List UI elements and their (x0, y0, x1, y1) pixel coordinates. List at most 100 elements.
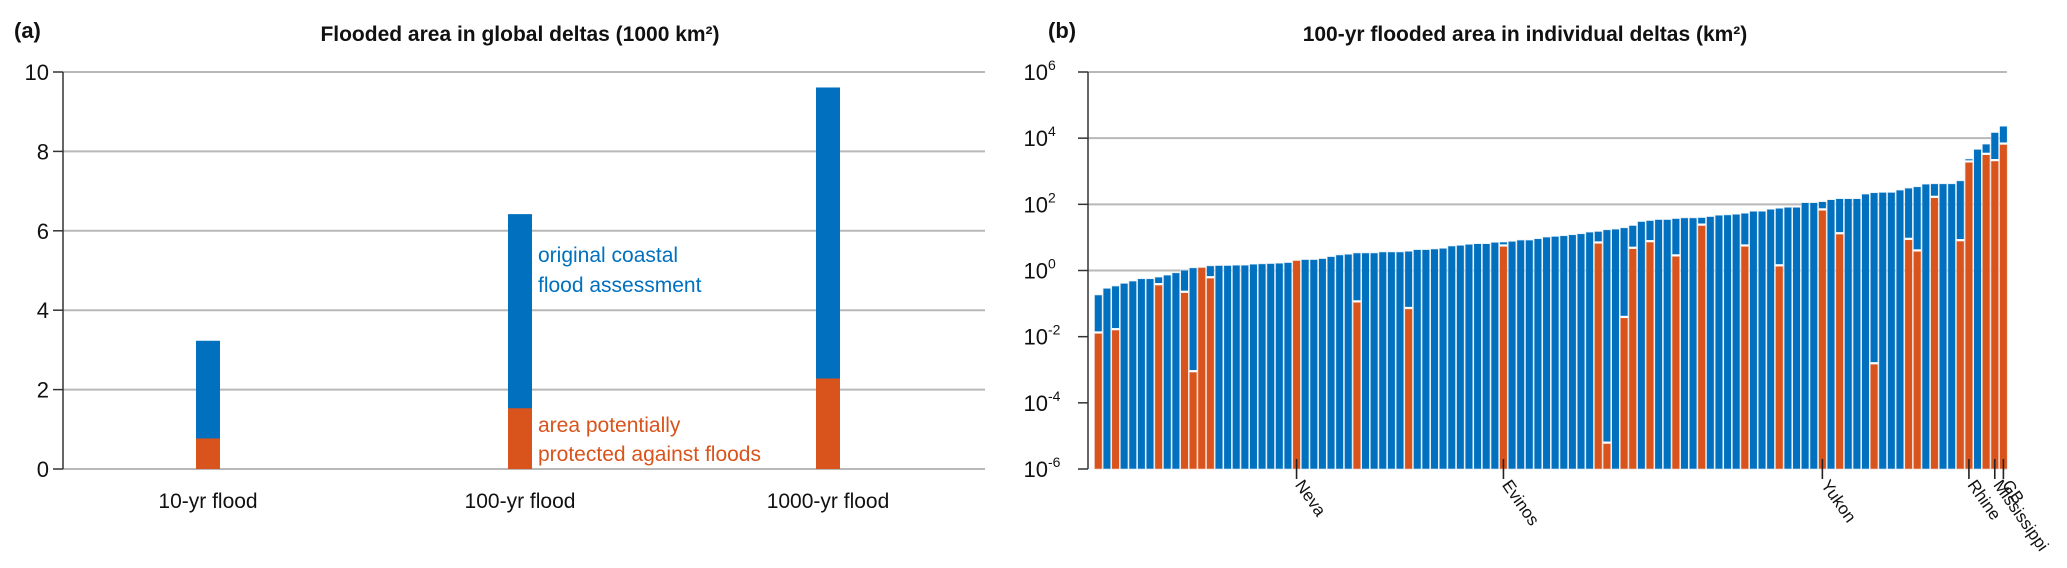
bar-protected (1189, 371, 1198, 470)
bar-original (1490, 242, 1499, 470)
bar-protected (1111, 329, 1120, 470)
bar-original (1576, 233, 1586, 470)
bar-protected (1154, 284, 1163, 470)
bar-original (1637, 221, 1646, 470)
bar-original (1663, 219, 1672, 470)
bar-original (1516, 239, 1525, 470)
y-tick-label: 10 (1024, 325, 1048, 350)
x-category-label: 1000-yr flood (767, 490, 890, 513)
bar-original (1757, 210, 1767, 470)
delta-label: Neva (1291, 476, 1330, 520)
bar-original (1844, 198, 1853, 470)
bar-original (1749, 210, 1758, 470)
bar-original (1568, 234, 1577, 470)
bar-protected (1697, 225, 1706, 470)
bar-original (1413, 249, 1422, 470)
bar-original (1395, 251, 1405, 470)
bar-original (1525, 239, 1534, 470)
bar-protected (1818, 209, 1827, 470)
bar-protected (1740, 246, 1749, 470)
panel-b-title: 100-yr flooded area in individual deltas… (1303, 23, 1748, 46)
bar-original (1223, 265, 1232, 470)
bar-protected (1292, 260, 1301, 470)
bar-original (1507, 241, 1517, 470)
bar-protected (1404, 308, 1413, 470)
bar-original (1387, 251, 1396, 470)
bar-original (1723, 214, 1732, 470)
panel-a-title: Flooded area in global deltas (1000 km²) (320, 23, 719, 46)
bar-original (1232, 264, 1241, 470)
bar-protected (1775, 265, 1784, 470)
bar-original (1783, 207, 1792, 470)
bar-protected (1870, 363, 1879, 470)
bar-original (1792, 207, 1801, 470)
bar-original (1145, 278, 1155, 470)
bar-protected (1197, 267, 1206, 470)
bar-original (1335, 254, 1344, 470)
bar-original (1680, 217, 1689, 470)
bar-protected (1982, 154, 1991, 470)
bar-original (1456, 245, 1465, 470)
y-tick-label: 8 (37, 139, 49, 164)
bar-original (1938, 183, 1948, 470)
y-tick-label: 0 (37, 457, 49, 482)
y-tick-exponent: 0 (1048, 256, 1056, 272)
bar-original (1309, 259, 1318, 470)
bar-protected (1094, 333, 1103, 470)
panel-a-label: (a) (14, 18, 41, 43)
bar-original (1559, 235, 1568, 470)
bar-original (1421, 249, 1430, 470)
bar-original (1473, 243, 1482, 470)
bar-original (1878, 192, 1887, 470)
bar-original (1947, 183, 1956, 470)
y-tick-exponent: -4 (1048, 388, 1061, 404)
bar-original (1447, 245, 1456, 470)
bar-original (1826, 199, 1836, 470)
y-tick-label: 6 (37, 219, 49, 244)
x-category-label: 100-yr flood (465, 490, 576, 513)
bar-protected (1352, 301, 1361, 470)
bar-protected (1990, 160, 1999, 470)
bar-original (1301, 259, 1310, 470)
y-tick-label: 10 (1024, 457, 1048, 482)
panel-a-y-axis: 0 2 4 6 8 10 (25, 60, 64, 482)
y-tick-exponent: -6 (1048, 454, 1061, 470)
bar-protected (1904, 239, 1913, 470)
annotation-original-line1: original coastal (538, 244, 678, 267)
annotation-protected-line1: area potentially (538, 414, 681, 437)
bar-original (1439, 248, 1448, 470)
bar-protected (1913, 251, 1922, 470)
bar-original (1318, 258, 1327, 470)
bar-protected (196, 438, 220, 469)
bar-original (1257, 263, 1267, 470)
bar-original (1171, 272, 1180, 470)
panel-b-label: (b) (1048, 18, 1076, 43)
y-tick-label: 10 (1024, 126, 1048, 151)
bar-protected (1499, 246, 1508, 470)
y-tick-label: 2 (37, 378, 49, 403)
bar-original (1137, 278, 1146, 470)
bar-original (1361, 252, 1370, 470)
bar-original (1801, 202, 1810, 470)
bar-original (1706, 216, 1715, 470)
y-tick-label: 4 (37, 298, 49, 323)
bar-original (1602, 229, 1611, 470)
bar-protected (1206, 277, 1215, 470)
bar-original (1688, 217, 1698, 470)
bar-protected (1964, 162, 1974, 470)
bar-original (1732, 213, 1741, 470)
bar-original (1861, 193, 1870, 470)
bar-original (1378, 251, 1387, 470)
y-tick-exponent: -2 (1048, 322, 1061, 338)
y-tick-exponent: 6 (1048, 57, 1056, 73)
bar-original (1326, 256, 1336, 470)
bar-original (1275, 262, 1284, 470)
y-tick-label: 10 (1024, 259, 1048, 284)
bar-protected (1956, 240, 1965, 470)
bar-original (1714, 214, 1724, 470)
annotation-original-line2: flood assessment (538, 274, 702, 297)
panel-a-annotations: original coastal flood assessment area p… (538, 244, 761, 466)
bar-original (1482, 243, 1491, 470)
y-tick-exponent: 2 (1048, 189, 1056, 205)
